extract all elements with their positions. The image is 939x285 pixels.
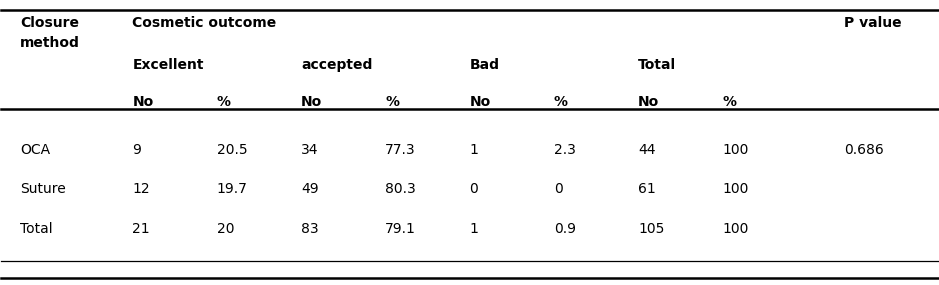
Text: 49: 49: [301, 182, 318, 196]
Text: 19.7: 19.7: [217, 182, 248, 196]
Text: 100: 100: [722, 182, 748, 196]
Text: 21: 21: [132, 221, 150, 235]
Text: P value: P value: [844, 15, 901, 30]
Text: 12: 12: [132, 182, 150, 196]
Text: 20: 20: [217, 221, 234, 235]
Text: 0.686: 0.686: [844, 142, 884, 156]
Text: Total: Total: [638, 58, 676, 72]
Text: Closure
method: Closure method: [20, 15, 80, 50]
Text: %: %: [554, 95, 568, 109]
Text: No: No: [470, 95, 491, 109]
Text: No: No: [638, 95, 659, 109]
Text: Bad: Bad: [470, 58, 500, 72]
Text: 0: 0: [554, 182, 562, 196]
Text: 9: 9: [132, 142, 142, 156]
Text: No: No: [301, 95, 322, 109]
Text: %: %: [217, 95, 231, 109]
Text: accepted: accepted: [301, 58, 373, 72]
Text: 61: 61: [638, 182, 655, 196]
Text: 34: 34: [301, 142, 318, 156]
Text: Suture: Suture: [20, 182, 66, 196]
Text: %: %: [385, 95, 399, 109]
Text: Total: Total: [20, 221, 53, 235]
Text: 105: 105: [638, 221, 665, 235]
Text: 79.1: 79.1: [385, 221, 416, 235]
Text: 1: 1: [470, 142, 478, 156]
Text: 80.3: 80.3: [385, 182, 416, 196]
Text: 20.5: 20.5: [217, 142, 247, 156]
Text: 2.3: 2.3: [554, 142, 576, 156]
Text: Excellent: Excellent: [132, 58, 204, 72]
Text: 100: 100: [722, 221, 748, 235]
Text: 1: 1: [470, 221, 478, 235]
Text: 0.9: 0.9: [554, 221, 576, 235]
Text: Cosmetic outcome: Cosmetic outcome: [132, 15, 277, 30]
Text: 83: 83: [301, 221, 318, 235]
Text: 100: 100: [722, 142, 748, 156]
Text: No: No: [132, 95, 154, 109]
Text: %: %: [722, 95, 736, 109]
Text: 44: 44: [638, 142, 655, 156]
Text: 77.3: 77.3: [385, 142, 416, 156]
Text: 0: 0: [470, 182, 478, 196]
Text: OCA: OCA: [20, 142, 51, 156]
